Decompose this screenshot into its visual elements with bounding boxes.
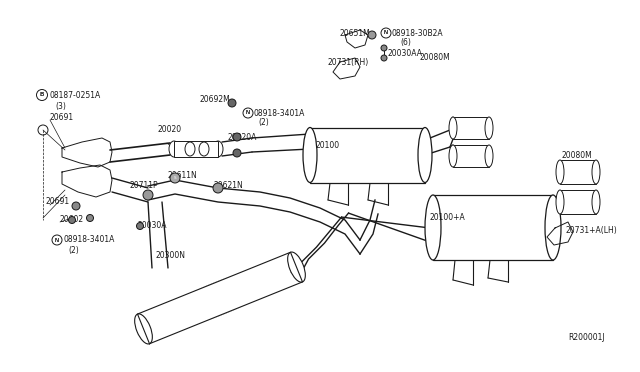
Text: 20691: 20691 [45, 198, 69, 206]
Text: 20691: 20691 [50, 112, 74, 122]
Ellipse shape [199, 142, 209, 156]
Circle shape [136, 222, 143, 230]
Text: 08918-3401A: 08918-3401A [63, 235, 115, 244]
Polygon shape [345, 30, 368, 48]
Ellipse shape [449, 117, 457, 139]
Text: 20080M: 20080M [420, 54, 451, 62]
Polygon shape [333, 58, 360, 79]
Text: N: N [55, 237, 59, 243]
Text: 20731+A(LH): 20731+A(LH) [565, 225, 617, 234]
Text: 08918-30B2A: 08918-30B2A [391, 29, 443, 38]
Circle shape [228, 99, 236, 107]
Text: (2): (2) [258, 119, 269, 128]
Circle shape [213, 183, 223, 193]
Bar [310, 128, 425, 183]
Ellipse shape [485, 145, 493, 167]
Ellipse shape [143, 264, 297, 332]
Text: 20030AA: 20030AA [387, 48, 422, 58]
Ellipse shape [545, 195, 561, 260]
Text: 20731(RH): 20731(RH) [328, 58, 369, 67]
Text: N: N [246, 110, 250, 115]
Text: 20080M: 20080M [562, 151, 593, 160]
Ellipse shape [134, 314, 152, 344]
Ellipse shape [303, 128, 317, 183]
Bar [174, 141, 218, 157]
Bar [560, 160, 596, 184]
Text: 08187-0251A: 08187-0251A [49, 90, 100, 99]
Ellipse shape [287, 252, 305, 282]
Polygon shape [138, 252, 303, 344]
Text: 20100+A: 20100+A [430, 214, 466, 222]
Circle shape [381, 45, 387, 51]
Ellipse shape [592, 160, 600, 184]
Text: (2): (2) [68, 246, 79, 254]
Circle shape [72, 202, 80, 210]
Text: 20711P: 20711P [130, 180, 159, 189]
Circle shape [86, 215, 93, 221]
Ellipse shape [449, 145, 457, 167]
Text: B: B [40, 93, 44, 97]
Ellipse shape [185, 142, 195, 156]
Circle shape [368, 31, 376, 39]
Text: 20300N: 20300N [155, 250, 185, 260]
Text: 20692M: 20692M [200, 96, 231, 105]
Polygon shape [62, 138, 112, 167]
Text: 20651M: 20651M [340, 29, 371, 38]
Ellipse shape [213, 141, 223, 157]
Circle shape [233, 149, 241, 157]
Ellipse shape [556, 160, 564, 184]
Polygon shape [547, 222, 573, 245]
Circle shape [381, 55, 387, 61]
Circle shape [233, 133, 241, 141]
Text: 20020A: 20020A [228, 134, 257, 142]
Text: N: N [246, 110, 250, 115]
Ellipse shape [425, 195, 441, 260]
Text: N: N [384, 31, 388, 35]
Text: B: B [40, 93, 44, 97]
Ellipse shape [485, 117, 493, 139]
Text: (3): (3) [55, 102, 66, 110]
Ellipse shape [556, 190, 564, 214]
Text: 20611N: 20611N [168, 170, 198, 180]
Bar [433, 195, 553, 260]
Bar [453, 117, 489, 139]
Ellipse shape [592, 190, 600, 214]
Text: 08918-3401A: 08918-3401A [253, 109, 305, 118]
Text: 20100: 20100 [316, 141, 340, 150]
Text: 20621N: 20621N [213, 180, 243, 189]
Circle shape [68, 217, 76, 224]
Ellipse shape [169, 141, 179, 157]
Ellipse shape [418, 128, 432, 183]
Text: 20030A: 20030A [138, 221, 168, 230]
Text: S: S [173, 176, 176, 180]
Circle shape [170, 173, 180, 183]
Text: 20020: 20020 [158, 125, 182, 135]
Text: R200001J: R200001J [568, 334, 605, 343]
Polygon shape [62, 165, 112, 197]
Text: (6): (6) [400, 38, 411, 48]
Bar [560, 190, 596, 214]
Text: 20602: 20602 [60, 215, 84, 224]
Text: N: N [384, 31, 388, 35]
Circle shape [143, 190, 153, 200]
Text: N: N [55, 237, 59, 243]
Bar [453, 145, 489, 167]
